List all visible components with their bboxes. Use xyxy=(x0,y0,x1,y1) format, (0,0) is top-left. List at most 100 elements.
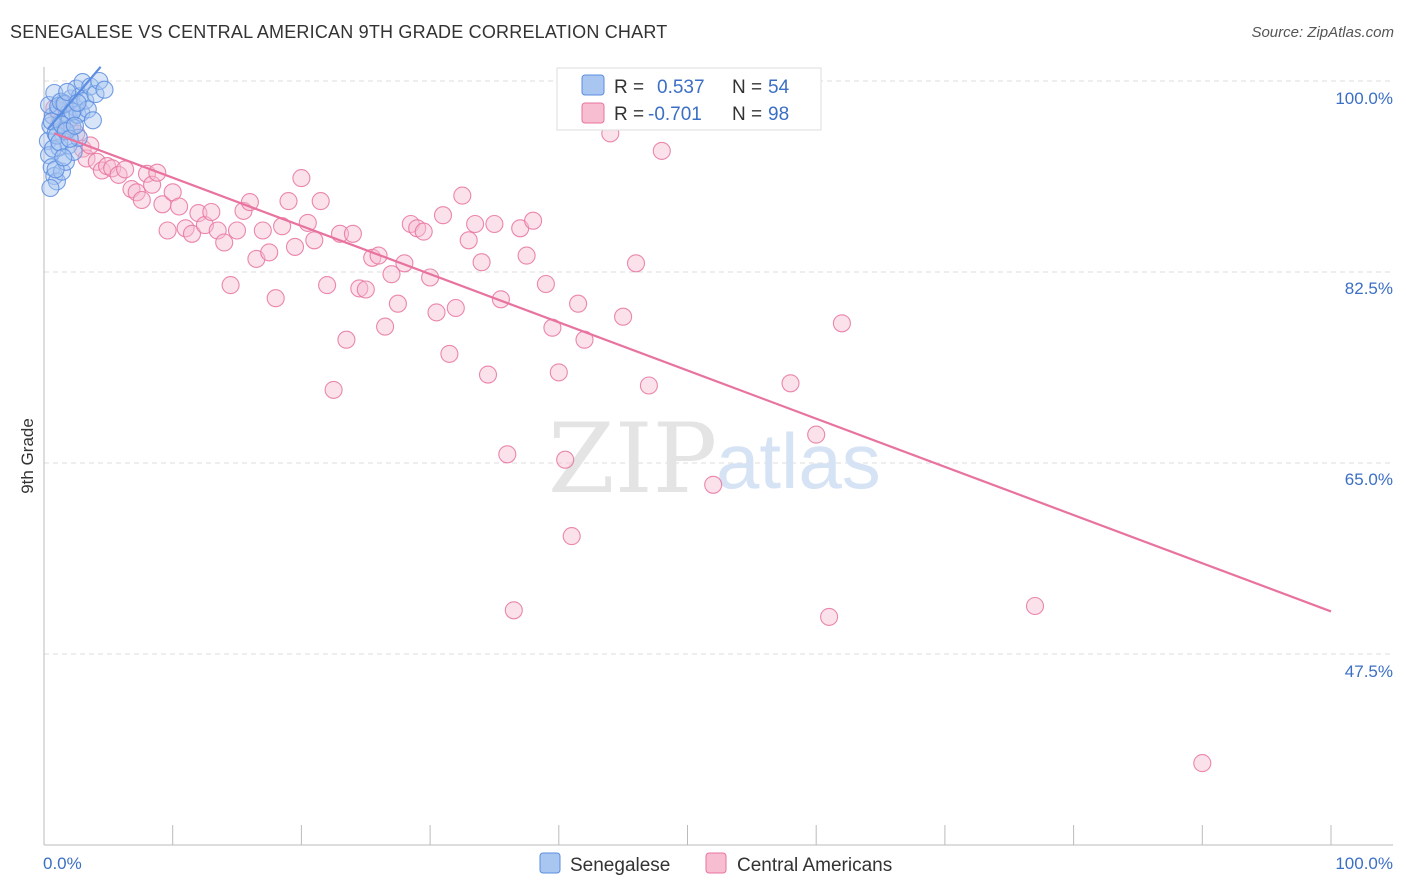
legend-r-label: R = xyxy=(614,104,644,125)
y-axis-title: 9th Grade xyxy=(18,418,37,494)
stats-legend: R = 0.537 N = 54 R = -0.701 N = 98 xyxy=(556,67,822,131)
data-point xyxy=(549,363,568,382)
trend-line xyxy=(47,66,102,130)
data-point xyxy=(215,233,234,252)
legend-r-value: 0.537 xyxy=(657,77,705,98)
data-point xyxy=(132,190,151,210)
data-point xyxy=(227,221,247,240)
data-point xyxy=(807,425,826,444)
data-point xyxy=(285,237,305,256)
data-point xyxy=(356,280,375,299)
legend-r-label: R = xyxy=(614,77,644,98)
legend-n-value: 54 xyxy=(768,77,790,98)
legend-n-label: N = xyxy=(732,77,762,98)
data-point xyxy=(83,111,102,130)
series-senegalese xyxy=(38,71,114,198)
data-point xyxy=(266,289,285,308)
data-point xyxy=(427,303,446,322)
data-point xyxy=(820,607,839,626)
data-point xyxy=(116,160,135,179)
trend-line xyxy=(53,132,1332,613)
data-point xyxy=(337,330,356,349)
legend-n-label: N = xyxy=(732,104,762,125)
data-point xyxy=(143,175,162,194)
data-point xyxy=(453,186,472,205)
y-tick-label: 100.0% xyxy=(1335,89,1393,108)
bottom-legend-central-americans: Central Americans xyxy=(737,855,892,876)
data-point xyxy=(491,290,510,309)
bottom-legend-swatch-senegalese xyxy=(539,852,561,874)
data-point xyxy=(279,192,298,211)
data-point xyxy=(832,314,851,333)
data-point xyxy=(240,193,259,212)
trend-lines xyxy=(47,66,1332,613)
data-point xyxy=(614,307,633,326)
source-label: Source: ZipAtlas.com xyxy=(1251,24,1394,41)
data-point xyxy=(562,527,581,546)
data-point xyxy=(440,344,459,363)
data-point xyxy=(704,475,723,494)
data-point xyxy=(536,274,555,294)
data-point xyxy=(41,178,60,198)
data-point xyxy=(182,224,202,243)
data-point xyxy=(87,152,106,171)
data-point xyxy=(68,93,87,112)
data-point xyxy=(524,211,543,230)
data-point xyxy=(478,365,498,384)
data-point xyxy=(781,374,800,393)
data-point xyxy=(446,298,465,318)
data-point xyxy=(311,192,330,211)
data-point xyxy=(652,141,671,160)
data-point xyxy=(55,94,74,113)
legend-swatch-central-americans xyxy=(581,102,605,124)
data-point xyxy=(433,206,453,225)
x-tick-label: 100.0% xyxy=(1335,854,1393,873)
data-point xyxy=(376,317,395,336)
chart-title: SENEGALESE VS CENTRAL AMERICAN 9TH GRADE… xyxy=(10,22,668,42)
bottom-legend-senegalese: Senegalese xyxy=(570,855,670,876)
legend-n-value: 98 xyxy=(768,104,789,125)
data-point xyxy=(324,380,343,399)
data-point xyxy=(1193,754,1212,773)
data-point xyxy=(343,224,362,243)
axes xyxy=(43,67,1393,846)
legend-swatch-senegalese xyxy=(581,74,605,96)
data-point xyxy=(350,279,369,298)
data-point xyxy=(260,243,279,262)
watermark-zip: ZIP xyxy=(548,403,717,515)
y-tick-label: 82.5% xyxy=(1345,279,1393,298)
watermark-atlas: atlas xyxy=(716,417,881,505)
data-point xyxy=(639,376,658,395)
data-point xyxy=(170,197,189,216)
grid-lines xyxy=(44,80,1393,655)
data-point xyxy=(42,112,61,131)
data-point xyxy=(103,159,122,178)
watermark: ZIP atlas xyxy=(548,403,881,515)
data-point xyxy=(382,265,401,284)
data-point xyxy=(459,231,478,250)
data-point xyxy=(395,254,414,273)
y-tick-label: 65.0% xyxy=(1345,470,1393,489)
data-point xyxy=(253,221,272,240)
legend-r-value: -0.701 xyxy=(648,104,702,125)
data-point xyxy=(54,148,73,167)
data-point xyxy=(318,276,337,295)
bottom-legend-swatch-central-americans xyxy=(705,852,727,874)
data-point xyxy=(1025,596,1045,616)
bottom-legend: Senegalese Central Americans xyxy=(539,852,892,876)
y-tick-label: 47.5% xyxy=(1345,662,1393,681)
data-point xyxy=(388,294,407,313)
data-point xyxy=(472,253,491,272)
data-point xyxy=(90,71,109,91)
x-tick-label: 0.0% xyxy=(43,854,82,873)
data-point xyxy=(78,100,97,119)
data-point xyxy=(498,445,517,464)
data-point xyxy=(485,214,504,234)
data-point xyxy=(95,80,114,99)
data-point xyxy=(292,169,311,188)
data-point xyxy=(202,202,221,222)
data-point xyxy=(65,116,84,135)
data-point xyxy=(517,246,536,265)
data-point xyxy=(221,276,240,295)
